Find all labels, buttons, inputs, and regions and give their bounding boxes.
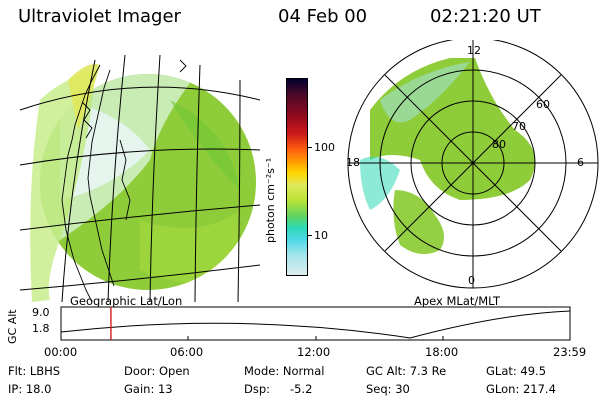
orbit-x-tick-4: 23:59 [553,345,587,359]
dsp-label: Dsp: [244,382,271,396]
polar-grid [347,40,599,289]
seq-status: Seq: 30 [366,382,410,396]
orbit-y-tick-high: 9.0 [32,306,50,319]
geographic-map [19,54,260,302]
glat-status: GLat: 49.5 [486,364,547,378]
orbit-x-tick-2: 12:00 [297,345,331,359]
time-label: 02:21:20 UT [430,6,541,27]
mlt-label-12: 12 [467,44,481,57]
orbit-y-label: GC Alt [6,309,19,344]
coastline [61,59,187,302]
orbit-y-tick-low: 1.8 [32,322,50,335]
orbit-plot [60,306,571,341]
orbit-x-tick-3: 18:00 [425,345,459,359]
mlt-label-6: 6 [577,156,584,169]
mlat-label-80: 80 [492,138,506,151]
glon-status: GLon: 217.4 [486,382,556,396]
colorbar-label-10: 10 [314,229,328,242]
mlt-label-18: 18 [346,156,360,169]
colorbar-label-100: 100 [314,141,335,154]
door-status: Door: Open [124,364,190,378]
mlat-label-60: 60 [536,98,550,111]
colorbar-title: photon cm⁻²s⁻¹ [264,157,277,243]
right-panel-caption: Apex MLat/MLT [414,294,501,308]
orbit-altitude-curve [60,310,571,339]
orbit-x-tick-0: 00:00 [44,345,78,359]
ip-status: IP: 18.0 [8,382,52,396]
colorbar-tick-100 [307,147,312,148]
instrument-title: Ultraviolet Imager [18,6,181,27]
left-panel-caption: Geographic Lat/Lon [70,294,183,308]
latlon-grid [19,54,260,302]
colorbar-tick-10 [307,235,312,236]
polar-map [347,40,599,289]
gain-status: Gain: 13 [124,382,173,396]
date-label: 04 Feb 00 [278,6,368,27]
gc-alt-status: GC Alt: 7.3 Re [366,364,447,378]
mode-status: Mode: Normal [244,364,325,378]
colorbar [286,78,308,276]
filter-status: Flt: LBHS [8,364,61,378]
west-coast-aurora [30,70,96,302]
orbit-x-tick-1: 06:00 [170,345,204,359]
mlt-label-0: 0 [468,274,475,287]
mlat-label-70: 70 [512,120,526,133]
dsp-value: -5.2 [290,382,313,396]
